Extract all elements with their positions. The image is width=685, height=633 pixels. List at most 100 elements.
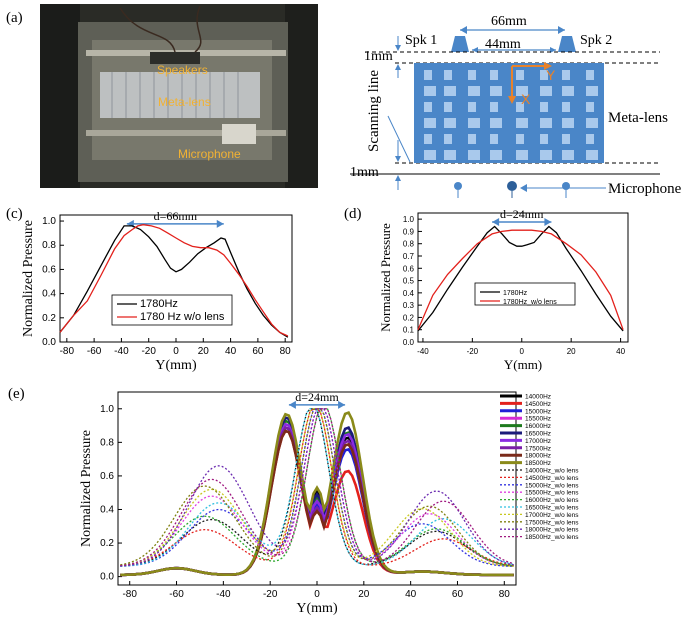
y-tick-label: 0.7: [403, 252, 415, 261]
chart-c: -80 -60 -40 -20 0 20 40 60 80 0.0 0.2 0.4 0.6 0.8 1.0 Y…: [21, 209, 293, 373]
x-tick-label: -80: [122, 589, 137, 600]
dim-44mm: 44mm: [485, 37, 521, 52]
lens-cell: [468, 118, 480, 128]
series-line: [59, 225, 289, 338]
x-tick-label: 80: [280, 346, 292, 357]
y-axis-label: Normalized Pressure: [378, 223, 393, 332]
lens-cell: [562, 134, 570, 144]
lens-cell: [516, 102, 524, 112]
lens-cell: [562, 70, 570, 80]
lens-cell: [516, 118, 528, 128]
lens-cell: [540, 150, 552, 160]
y-tick-label: 0.5: [403, 277, 415, 286]
legend-label: 14500Hz_w/o lens: [525, 475, 579, 482]
lens-cell: [586, 70, 594, 80]
x-tick-label: 0: [314, 589, 320, 600]
microphone-icons: [454, 181, 570, 198]
x-tick-label: 80: [499, 589, 511, 600]
lens-cell: [516, 70, 524, 80]
lens-cell: [586, 134, 594, 144]
lens-cell: [562, 86, 574, 96]
panel-label-a: (a): [6, 10, 23, 26]
y-axis-label: Normalized Pressure: [21, 220, 36, 337]
axis-y-label: Y: [546, 67, 556, 83]
experiment-photo: Speakers Meta-lens Microphone: [40, 4, 318, 188]
lens-cell: [468, 86, 480, 96]
x-tick-label: 60: [452, 589, 464, 600]
x-tick-label: -60: [87, 346, 102, 357]
y-tick-label: 0.1: [403, 326, 415, 335]
x-tick-label: 20: [198, 346, 210, 357]
annotation-arrowheads: [288, 400, 346, 409]
y-tick-label: 0.0: [100, 572, 114, 583]
lens-cell: [540, 86, 552, 96]
spk2-label: Spk 2: [580, 33, 612, 48]
lens-cell: [444, 150, 456, 160]
dim-1mm-bottom: 1mm: [350, 165, 379, 180]
lens-cell: [444, 118, 456, 128]
legend-label: 17500Hz_w/o lens: [525, 519, 579, 526]
dim-1mm-top: 1mm: [364, 49, 393, 64]
y-tick-label: 0.2: [403, 313, 415, 322]
annotation-label: d=24mm: [500, 207, 544, 221]
y-tick-label: 1.0: [403, 215, 415, 224]
lens-cell: [540, 118, 552, 128]
lens-cell: [424, 102, 432, 112]
chart-d: -40 -20 0 20 40 0.0 0.1 0.2 0.3 0.4 0.5 0.6 0.7 0.8 0.…: [378, 207, 629, 372]
legend-label: 17000Hz_w/o lens: [525, 512, 579, 519]
series-line: [59, 224, 289, 337]
metalens-label: Meta-lens: [608, 110, 668, 126]
y-tick-label: 0.3: [403, 301, 415, 310]
annotation-arrowheads: [492, 218, 552, 227]
series-line: [120, 408, 514, 567]
y-tick-label: 0.2: [100, 538, 114, 549]
axis-x-label: X: [521, 91, 531, 107]
legend-label: 18000Hz_w/o lens: [525, 527, 579, 534]
x-tick-label: -40: [114, 346, 129, 357]
photo-metalens-label: Meta-lens: [158, 95, 211, 109]
metalens-schematic: 66mm Spk 1 Spk 2 44mm 1mm 1mm Scanning l…: [350, 14, 682, 198]
lens-cell: [516, 150, 528, 160]
x-tick-label: -40: [216, 589, 231, 600]
legend-label: 18500Hz: [525, 460, 551, 467]
photo-microphone-label: Microphone: [178, 147, 241, 161]
series-line: [120, 415, 514, 577]
panel-label-c: (c): [6, 206, 23, 222]
x-tick-label: 60: [252, 346, 264, 357]
y-tick-label: 0.6: [42, 264, 56, 275]
lens-cell: [444, 102, 452, 112]
legend-label: 16500Hz: [525, 431, 551, 438]
spk1-label: Spk 1: [405, 33, 437, 48]
y-tick-label: 0.8: [100, 437, 114, 448]
legend-label: 15000Hz_w/o lens: [525, 482, 579, 489]
lens-cell: [444, 134, 452, 144]
legend-label: 17500Hz: [525, 445, 551, 452]
annotation-label: d=24mm: [295, 390, 339, 404]
series-line: [120, 408, 514, 567]
lens-cell: [424, 70, 432, 80]
lens-cell: [490, 118, 502, 128]
legend-label: 16500Hz_w/o lens: [525, 505, 579, 512]
lens-cell: [516, 134, 524, 144]
legend-label: 14000Hz_w/o lens: [525, 468, 579, 475]
lens-cell: [490, 102, 498, 112]
lens-cell: [490, 150, 502, 160]
legend-box: [111, 294, 233, 326]
legend-label: 17000Hz: [525, 438, 551, 445]
x-tick-label: 0: [520, 347, 525, 356]
y-tick-label: 0.0: [403, 338, 415, 347]
panel-label-d: (d): [344, 206, 362, 222]
scanning-line-label: Scanning line: [366, 70, 382, 152]
legend-box: [474, 282, 576, 306]
legend-label: 14000Hz: [525, 394, 551, 401]
lens-cell: [562, 118, 574, 128]
x-tick-label: 20: [567, 347, 576, 356]
x-axis-label: Y(mm): [504, 357, 542, 372]
x-axis-label: Y(mm): [155, 358, 197, 373]
series-line: [120, 410, 514, 577]
x-tick-label: 40: [616, 347, 625, 356]
y-tick-label: 0.4: [100, 504, 114, 515]
legend-label: 15000Hz: [525, 408, 551, 415]
lens-cell: [540, 134, 548, 144]
